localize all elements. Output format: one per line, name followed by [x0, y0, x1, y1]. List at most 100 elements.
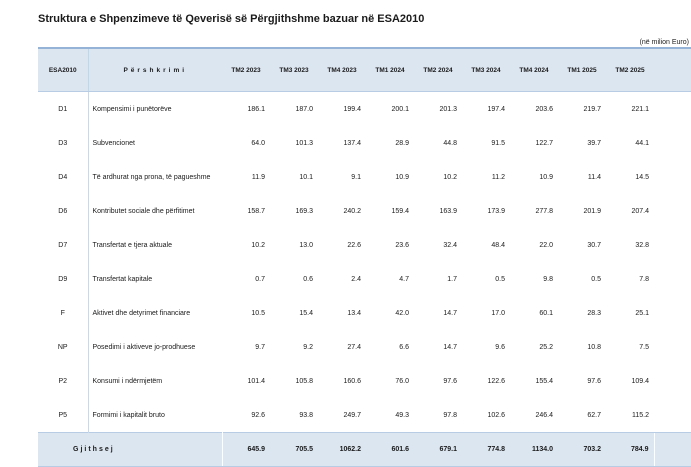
cell-value: 101.4	[247, 377, 265, 385]
cell-value: 6.6	[399, 343, 409, 351]
row-trailing-cell	[654, 160, 691, 194]
cell-value: 13.4	[347, 309, 361, 317]
total-value: 703.2	[558, 432, 606, 467]
total-value: 705.5	[270, 432, 318, 467]
cell-value: 9.1	[351, 173, 361, 181]
table-row: NP Posedimi i aktiveve jo-prodhuese 9.7 9.2…	[38, 330, 691, 364]
cell-value: 155.4	[535, 377, 553, 385]
cell-value: 11.9	[251, 173, 265, 181]
cell-value: 158.7	[247, 207, 265, 215]
cell-value: 14.7	[443, 309, 457, 317]
cell-esa-code: F	[38, 296, 89, 330]
cell-value: 9.2	[303, 343, 313, 351]
cell-value: 10.8	[587, 343, 601, 351]
cell-esa-code: NP	[38, 330, 89, 364]
cell-value: 44.8	[443, 139, 457, 147]
column-header: TM2 2024	[414, 48, 462, 92]
cell-value: 122.6	[487, 377, 505, 385]
cell-value: 14.7	[443, 343, 457, 351]
column-header: TM4 2023	[318, 48, 366, 92]
cell-value: 207.4	[631, 207, 649, 215]
cell-value: 10.2	[443, 173, 457, 181]
cell-value: 105.8	[295, 377, 313, 385]
column-header: Përshkrimi	[88, 48, 222, 92]
cell-value: 42.0	[395, 309, 409, 317]
cell-value: 7.5	[639, 343, 649, 351]
table-row: P2 Konsumi i ndërmjetëm 101.4 105.8 160.6 76.…	[38, 364, 691, 398]
cell-value: 0.5	[495, 275, 505, 283]
table-row: D6 Kontributet sociale dhe përfitimet 158.…	[38, 194, 691, 228]
cell-description: Të ardhurat nga prona, të pagueshme	[92, 173, 211, 181]
cell-value: 17.0	[491, 309, 505, 317]
table-row: F Aktivet dhe detyrimet financiare 10.5 15.…	[38, 296, 691, 330]
cell-value: 102.6	[487, 411, 505, 419]
cell-value: 22.0	[539, 241, 553, 249]
table-footer: Gjithsej 645.9 705.5 1062.2 601.6 679.1 774.8 1…	[38, 432, 691, 467]
cell-description: Posedimi i aktiveve jo-prodhuese	[92, 343, 196, 351]
cell-value: 9.7	[255, 343, 265, 351]
cell-value: 200.1	[391, 105, 409, 113]
cell-description: Transfertat kapitale	[92, 275, 153, 283]
cell-value: 122.7	[535, 139, 553, 147]
column-header: TM3 2024	[462, 48, 510, 92]
cell-value: 32.4	[443, 241, 457, 249]
cell-value: 0.6	[303, 275, 313, 283]
cell-value: 48.4	[491, 241, 505, 249]
row-trailing-cell	[654, 398, 691, 433]
cell-value: 277.8	[535, 207, 553, 215]
cell-value: 101.3	[295, 139, 313, 147]
cell-description: Formimi i kapitalit bruto	[92, 411, 165, 419]
cell-value: 109.4	[631, 377, 649, 385]
cell-value: 249.7	[343, 411, 361, 419]
expenditure-table: ESA2010 Përshkrimi TM2 2023 TM3 2023 TM4 202…	[38, 47, 691, 467]
table-header: ESA2010 Përshkrimi TM2 2023 TM3 2023 TM4 202…	[38, 48, 691, 92]
cell-value: 7.8	[639, 275, 649, 283]
cell-value: 201.9	[583, 207, 601, 215]
cell-value: 76.0	[395, 377, 409, 385]
cell-value: 201.3	[439, 105, 457, 113]
cell-value: 64.0	[251, 139, 265, 147]
cell-value: 9.6	[495, 343, 505, 351]
total-value: 679.1	[414, 432, 462, 467]
cell-value: 11.2	[491, 173, 505, 181]
total-value: 601.6	[366, 432, 414, 467]
table-row: D7 Transfertat e tjera aktuale 10.2 13.0 22.…	[38, 228, 691, 262]
cell-value: 240.2	[343, 207, 361, 215]
total-value: 774.8	[462, 432, 510, 467]
cell-esa-code: P2	[38, 364, 89, 398]
cell-value: 25.2	[539, 343, 553, 351]
cell-esa-code: D4	[38, 160, 89, 194]
cell-esa-code: P5	[38, 398, 89, 433]
cell-value: 0.7	[255, 275, 265, 283]
cell-esa-code: D9	[38, 262, 89, 296]
cell-description: Aktivet dhe detyrimet financiare	[92, 309, 191, 317]
cell-value: 186.1	[247, 105, 265, 113]
total-label: Gjithsej	[38, 432, 223, 467]
column-header: TM1 2024	[366, 48, 414, 92]
total-value: 784.9	[606, 432, 654, 467]
cell-value: 27.4	[347, 343, 361, 351]
cell-value: 10.9	[539, 173, 553, 181]
table-row: P5 Formimi i kapitalit bruto 92.6 93.8 249.7…	[38, 398, 691, 433]
column-header: TM2 2025	[606, 48, 654, 92]
table-row: D9 Transfertat kapitale 0.7 0.6 2.4 4.7 1.7 0.5…	[38, 262, 691, 296]
column-header: TM3 2023	[270, 48, 318, 92]
cell-value: 163.9	[439, 207, 457, 215]
table-row: D3 Subvencionet 64.0 101.3 137.4 28.9 44.8 91.5…	[38, 126, 691, 160]
cell-description: Transfertat e tjera aktuale	[92, 241, 173, 249]
cell-description: Kompensimi i punëtorëve	[92, 105, 172, 113]
column-header: TM4 2024	[510, 48, 558, 92]
total-trailing-cell	[653, 432, 691, 467]
cell-value: 1.7	[447, 275, 457, 283]
column-header: TM2 2023	[222, 48, 270, 92]
cell-esa-code: D3	[38, 126, 89, 160]
cell-value: 25.1	[635, 309, 649, 317]
cell-description: Konsumi i ndërmjetëm	[92, 377, 163, 385]
table-row: D1 Kompensimi i punëtorëve 186.1 187.0 199.4…	[38, 91, 691, 126]
cell-esa-code: D6	[38, 194, 89, 228]
cell-value: 30.7	[587, 241, 601, 249]
header-trailing-cell	[654, 48, 691, 92]
cell-esa-code: D7	[38, 228, 89, 262]
cell-value: 2.4	[351, 275, 361, 283]
cell-value: 32.8	[635, 241, 649, 249]
